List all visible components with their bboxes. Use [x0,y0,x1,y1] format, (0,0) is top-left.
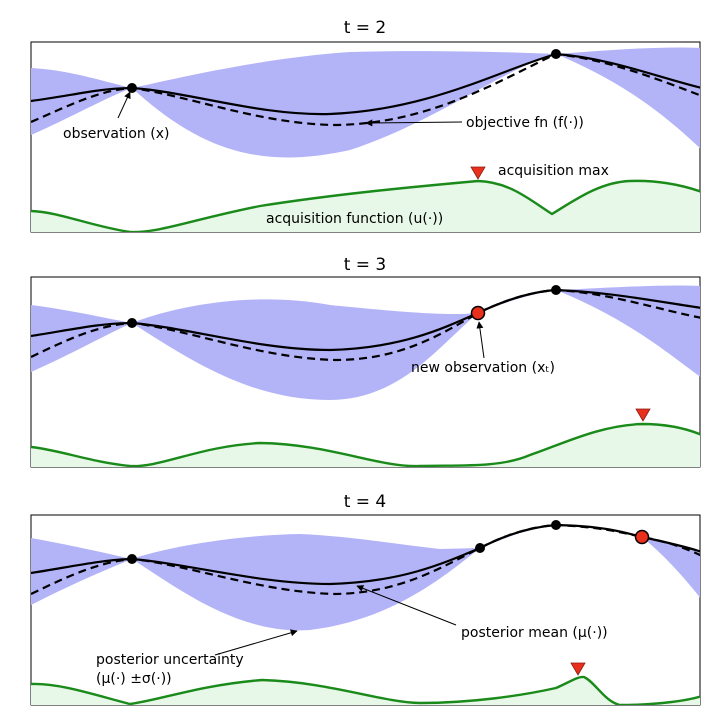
acquisition-area [31,424,700,467]
acquisition-curve [31,422,700,467]
acquisition-max-marker [635,408,651,422]
posterior-uncertainty-arrow [214,629,298,656]
acquisition-max-marker [570,662,586,676]
posterior-mean-curve [31,52,700,116]
acquisition-max-marker [470,166,486,180]
observation-point [127,83,137,93]
acquisition-area [31,676,700,705]
annotation-posterior-uncertainty-formula: (μ(·) ±σ(·)) [96,671,172,687]
observation-point [127,318,137,328]
annotation-observation: observation (x) [63,126,169,142]
annotation-acquisition-max: acquisition max [498,163,609,179]
acquisition-curve [31,179,700,232]
acquisition-area [31,180,700,232]
observation-point [127,554,137,564]
posterior-mean-arrow [356,585,457,626]
observation-point [551,49,561,59]
annotation-objective: objective fn (f(·)) [466,115,584,131]
panel-t3: t = 3 new observation (xₜ) [30,255,701,468]
acquisition-curve [31,675,700,705]
new-observation-arrow [476,321,485,359]
panel-title: t = 3 [344,255,387,275]
uncertainty-band [31,525,700,631]
panel-title: t = 2 [344,18,387,38]
panel-t2: t = 2 observation (x) objective fn (f(·)… [30,18,701,233]
observation-point [551,285,561,295]
objective-arrow [365,119,463,127]
uncertainty-band [31,47,700,158]
observation-point [475,543,485,553]
annotation-acquisition-function: acquisition function (u(·)) [266,211,443,227]
new-observation-point [470,305,486,321]
uncertainty-band [31,285,700,400]
observation-point [551,520,561,530]
annotation-new-observation: new observation (xₜ) [411,360,555,376]
panel-title: t = 4 [344,492,387,512]
new-observation-point [634,529,650,545]
annotation-posterior-mean: posterior mean (μ(·)) [461,625,608,641]
observation-arrow [117,91,131,119]
panel-t4: t = 4 posterior mean (μ(·)) posterior un… [30,492,701,706]
annotation-posterior-uncertainty: posterior uncertainty [96,652,244,668]
